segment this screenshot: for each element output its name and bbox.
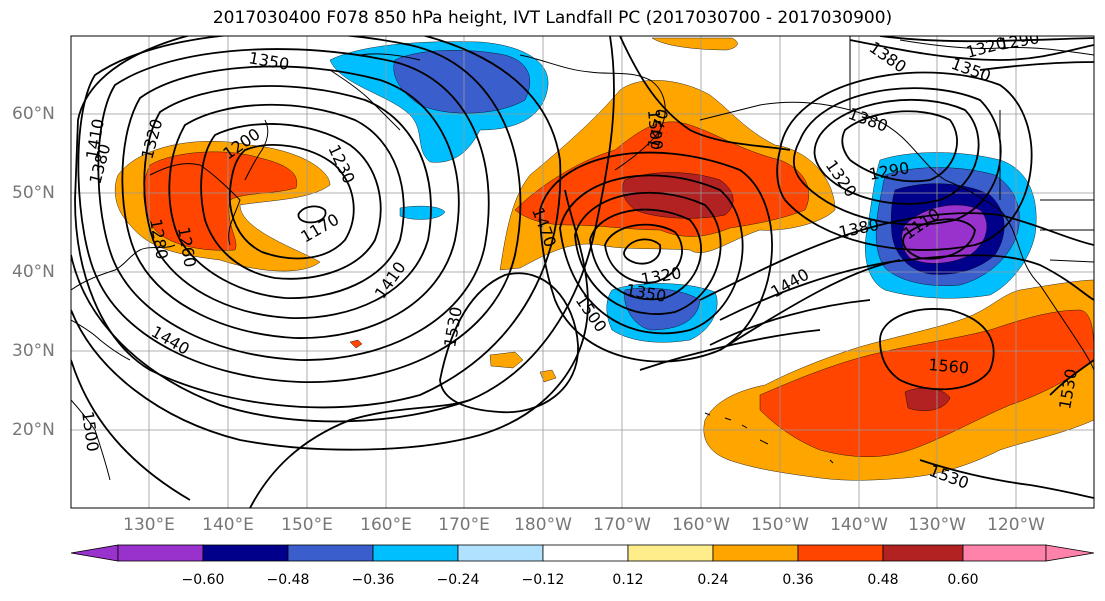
contour-1440-east — [719, 254, 1094, 321]
lon-label: 130°W — [908, 515, 966, 535]
lon-label: 140°W — [830, 515, 888, 535]
colorbar-min-arrow — [70, 544, 119, 562]
contour-1500-east — [709, 299, 871, 346]
colorbar-bin — [287, 544, 374, 562]
contour-1110 — [902, 218, 976, 260]
contour-1350-low — [604, 223, 683, 284]
contour-1470-low — [539, 151, 773, 363]
colorbar-bin — [202, 544, 289, 562]
lon-label: 140°E — [202, 515, 254, 535]
lat-label: 50°N — [12, 183, 55, 203]
lon-label: 160°W — [672, 515, 730, 535]
colorbar-bin — [627, 544, 714, 562]
height-contours — [71, 36, 1094, 508]
coastlines — [71, 36, 1094, 481]
colorbar-tick-label: 0.36 — [782, 572, 814, 588]
contour-1260 — [168, 103, 405, 299]
contour-1350 — [97, 48, 490, 361]
contour-1380 — [77, 36, 522, 383]
state-lines — [999, 110, 1094, 263]
colorbar-bin — [797, 544, 884, 562]
contour-1530 — [249, 272, 579, 508]
coast-hawaii — [704, 412, 834, 464]
map-panel: 1350 1320 1380 1410 1260 1280 1200 1230 … — [71, 36, 1094, 508]
contour-1320 — [121, 65, 460, 339]
lon-label: 180°W — [514, 515, 572, 535]
colorbar-tick-label: −0.12 — [521, 572, 565, 588]
map-frame — [70, 35, 1095, 509]
contour-1200 — [228, 144, 355, 260]
contour-1380-pnw — [776, 71, 1033, 251]
lon-label: 120°W — [987, 515, 1045, 535]
colorbar-bin — [542, 544, 629, 562]
shading-subtropical-east-red — [759, 309, 1094, 457]
contour-1530-coast — [1049, 359, 1094, 396]
contour-1470-b — [619, 36, 901, 351]
colorbar-tick-label: 0.60 — [947, 572, 979, 588]
contour-1230 — [200, 123, 382, 280]
lat-label: 20°N — [12, 420, 55, 440]
contour-1290 — [143, 85, 432, 319]
colorbar-bin — [117, 544, 204, 562]
lon-label: 170°W — [593, 515, 651, 535]
contour-arctic — [849, 36, 1094, 71]
contour-1440-low — [559, 174, 744, 335]
lon-label: 150°E — [281, 515, 333, 535]
coast-kamchatka — [329, 53, 421, 131]
coast-north-america — [944, 179, 1094, 371]
coast-asia — [71, 119, 269, 481]
map-title: 2017030400 F078 850 hPa height, IVT Land… — [212, 8, 893, 28]
contour-1350-pnw — [792, 87, 1002, 226]
colorbar-tick-label: 0.48 — [867, 572, 899, 588]
lon-label: 150°W — [751, 515, 809, 535]
colorbar-max-arrow — [1045, 544, 1095, 562]
colorbar-bin — [882, 544, 964, 562]
lat-label: 60°N — [12, 104, 55, 124]
coast-arctic — [849, 36, 1094, 110]
lon-label: 160°E — [360, 515, 412, 535]
colorbar — [70, 544, 1095, 562]
lat-label: 40°N — [12, 262, 55, 282]
colorbar-tick-label: −0.36 — [351, 572, 395, 588]
colorbar-tick-label: 0.24 — [697, 572, 729, 588]
colorbar-bin — [372, 544, 459, 562]
contour-label: 1500 — [644, 109, 666, 151]
lon-label: 170°E — [438, 515, 490, 535]
colorbar-tick-label: −0.24 — [436, 572, 480, 588]
contour-1170 — [297, 205, 327, 224]
colorbar-tick-label: −0.60 — [181, 572, 225, 588]
lon-label: 130°E — [123, 515, 175, 535]
contour-1560 — [879, 308, 995, 391]
contour-1380-east — [699, 212, 1094, 301]
colorbar-bin — [712, 544, 799, 562]
contour-1320-low — [623, 238, 662, 265]
contour-1290-pnw — [841, 110, 958, 183]
contour-1410-low — [574, 191, 722, 315]
contour-1320-pnw — [813, 99, 980, 205]
contour-1530-east — [639, 329, 1094, 499]
contour-1380-low — [589, 208, 702, 301]
contour-label: 1560 — [928, 355, 970, 377]
contour-1470-a — [71, 309, 481, 451]
colorbar-tick-label: 0.12 — [612, 572, 644, 588]
lat-label: 30°N — [12, 341, 55, 361]
colorbar-bin — [962, 544, 1047, 562]
colorbar-bin — [457, 544, 544, 562]
colorbar-tick-label: −0.48 — [266, 572, 310, 588]
